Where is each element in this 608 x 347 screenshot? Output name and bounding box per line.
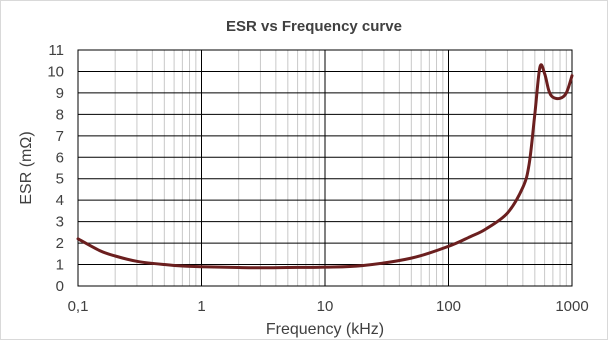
y-tick-label: 10 <box>47 63 64 80</box>
y-tick-label: 7 <box>56 128 64 145</box>
major-gridlines <box>78 50 572 286</box>
plot-area-border <box>77 49 573 287</box>
chart-title: ESR vs Frequency curve <box>226 18 402 35</box>
esr-frequency-chart: ESR vs Frequency curve 0 1 2 3 4 5 6 7 8 9 10 11 0,… <box>18 18 589 338</box>
x-axis-label: Frequency (kHz) <box>266 321 384 338</box>
esr-series-line <box>76 63 574 270</box>
x-tick-label: 1 <box>197 298 205 315</box>
x-tick-label: 100 <box>436 298 461 315</box>
minor-gridlines <box>114 50 567 286</box>
y-tick-label: 6 <box>56 149 64 166</box>
y-axis-label: ESR (mΩ) <box>18 131 35 204</box>
x-tick-label: 10 <box>317 298 334 315</box>
x-tick-label: 1000 <box>555 298 588 315</box>
x-tick-label: 0,1 <box>68 298 89 315</box>
y-tick-label: 0 <box>56 278 64 295</box>
y-tick-label: 1 <box>56 257 64 274</box>
y-tick-label: 9 <box>56 85 64 102</box>
x-axis-tick-labels: 0,1 1 10 100 1000 <box>68 298 589 315</box>
y-tick-label: 3 <box>56 214 64 231</box>
y-tick-label: 11 <box>48 42 64 59</box>
y-tick-label: 8 <box>56 106 64 123</box>
y-axis-tick-labels: 0 1 2 3 4 5 6 7 8 9 10 11 <box>47 42 64 295</box>
y-tick-label: 2 <box>56 235 64 252</box>
y-tick-label: 5 <box>56 171 64 188</box>
chart-frame: ESR vs Frequency curve 0 1 2 3 4 5 6 7 8 9 10 11 0,… <box>0 0 608 340</box>
y-tick-label: 4 <box>56 192 64 209</box>
